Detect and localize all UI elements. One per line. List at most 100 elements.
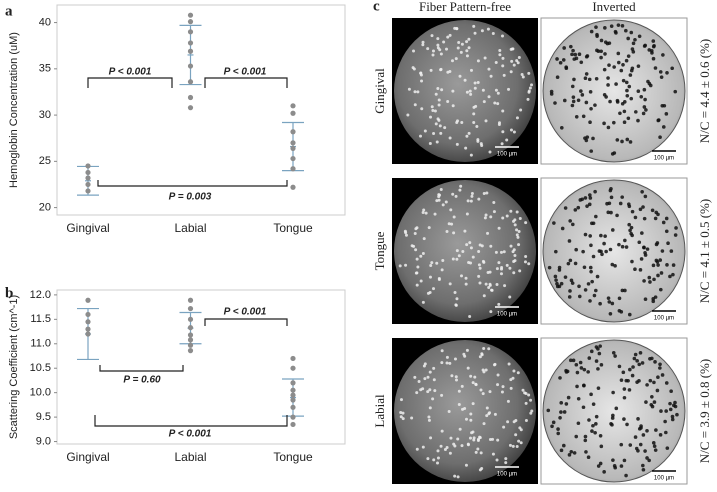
nucleus bbox=[502, 425, 506, 429]
nucleus bbox=[426, 375, 430, 379]
nucleus bbox=[591, 402, 596, 406]
nucleus bbox=[496, 373, 500, 377]
nucleus bbox=[465, 212, 469, 216]
nucleus bbox=[642, 105, 647, 109]
nucleus bbox=[611, 458, 615, 462]
nucleus bbox=[612, 120, 616, 125]
nucleus bbox=[503, 284, 507, 288]
nucleus bbox=[660, 249, 665, 253]
bracket bbox=[94, 415, 288, 427]
nucleus bbox=[519, 428, 523, 432]
nucleus bbox=[631, 50, 636, 54]
nucleus bbox=[464, 146, 468, 150]
point bbox=[187, 342, 194, 348]
nucleus bbox=[489, 310, 493, 314]
nucleus bbox=[436, 449, 440, 453]
nucleus bbox=[437, 98, 441, 102]
nucleus bbox=[551, 420, 556, 425]
nucleus bbox=[618, 201, 623, 206]
point bbox=[187, 332, 194, 338]
nucleus bbox=[463, 78, 467, 82]
nucleus bbox=[656, 212, 660, 217]
nucleus bbox=[626, 116, 631, 121]
nucleus bbox=[440, 268, 444, 272]
nucleus bbox=[629, 30, 634, 35]
nucleus bbox=[656, 263, 660, 267]
nucleus bbox=[482, 294, 486, 298]
scale-bar-label: 100 µm bbox=[654, 156, 674, 162]
nucleus bbox=[441, 258, 445, 262]
point bbox=[290, 392, 296, 398]
nucleus bbox=[521, 75, 525, 79]
nucleus bbox=[636, 118, 640, 123]
nucleus bbox=[510, 59, 514, 63]
nucleus bbox=[620, 101, 625, 106]
nucleus bbox=[449, 436, 453, 440]
nucleus bbox=[508, 266, 512, 270]
nucleus bbox=[572, 57, 577, 61]
nucleus bbox=[607, 201, 612, 206]
x-tick-label: Gingival bbox=[66, 450, 109, 464]
nucleus bbox=[495, 267, 499, 271]
nucleus bbox=[570, 103, 575, 108]
nucleus bbox=[573, 261, 578, 266]
nucleus bbox=[485, 406, 489, 410]
nucleus bbox=[591, 136, 595, 141]
nucleus bbox=[452, 231, 456, 235]
nucleus bbox=[516, 371, 520, 375]
nucleus bbox=[398, 264, 402, 268]
nucleus bbox=[653, 216, 658, 221]
nucleus bbox=[641, 463, 645, 468]
nucleus bbox=[571, 48, 575, 53]
nucleus bbox=[445, 229, 449, 233]
nucleus bbox=[652, 380, 656, 385]
nucleus bbox=[636, 64, 641, 68]
nucleus bbox=[478, 355, 482, 359]
nucleus bbox=[524, 418, 528, 422]
nucleus bbox=[610, 152, 615, 156]
nucleus bbox=[438, 124, 442, 128]
scale-bar-label: 100 µm bbox=[654, 476, 674, 482]
micrograph: 100 µm bbox=[392, 338, 538, 484]
nucleus bbox=[620, 288, 625, 293]
y-tick-label: 35 bbox=[39, 63, 51, 75]
scale-bar-label: 100 µm bbox=[654, 316, 674, 322]
nucleus bbox=[448, 136, 452, 140]
nucleus bbox=[602, 67, 607, 72]
nucleus bbox=[482, 346, 486, 350]
nucleus bbox=[580, 197, 585, 202]
nucleus bbox=[556, 427, 560, 431]
nucleus bbox=[511, 250, 515, 254]
nucleus bbox=[439, 52, 443, 56]
nucleus bbox=[450, 222, 454, 226]
nucleus bbox=[624, 473, 628, 478]
nucleus bbox=[442, 40, 446, 44]
nucleus bbox=[670, 414, 675, 419]
nucleus bbox=[421, 300, 425, 304]
nucleus bbox=[496, 383, 500, 387]
nucleus bbox=[577, 294, 582, 299]
nucleus bbox=[424, 211, 428, 215]
nucleus bbox=[630, 47, 635, 51]
nucleus bbox=[467, 46, 471, 50]
nucleus bbox=[668, 407, 673, 412]
nucleus bbox=[468, 89, 472, 93]
nucleus bbox=[404, 231, 408, 235]
nucleus bbox=[497, 302, 501, 306]
nucleus bbox=[497, 261, 501, 265]
nucleus bbox=[640, 189, 644, 194]
nucleus bbox=[624, 58, 629, 63]
nucleus bbox=[577, 284, 581, 289]
nucleus bbox=[659, 271, 664, 275]
nucleus bbox=[440, 349, 444, 353]
nucleus bbox=[447, 222, 451, 226]
nucleus bbox=[451, 89, 455, 93]
nucleus bbox=[524, 221, 528, 225]
nucleus bbox=[637, 362, 642, 367]
nucleus bbox=[450, 59, 454, 63]
panel-label: c bbox=[373, 0, 380, 14]
nucleus bbox=[564, 402, 569, 406]
nucleus bbox=[469, 412, 473, 416]
nucleus bbox=[492, 210, 496, 214]
